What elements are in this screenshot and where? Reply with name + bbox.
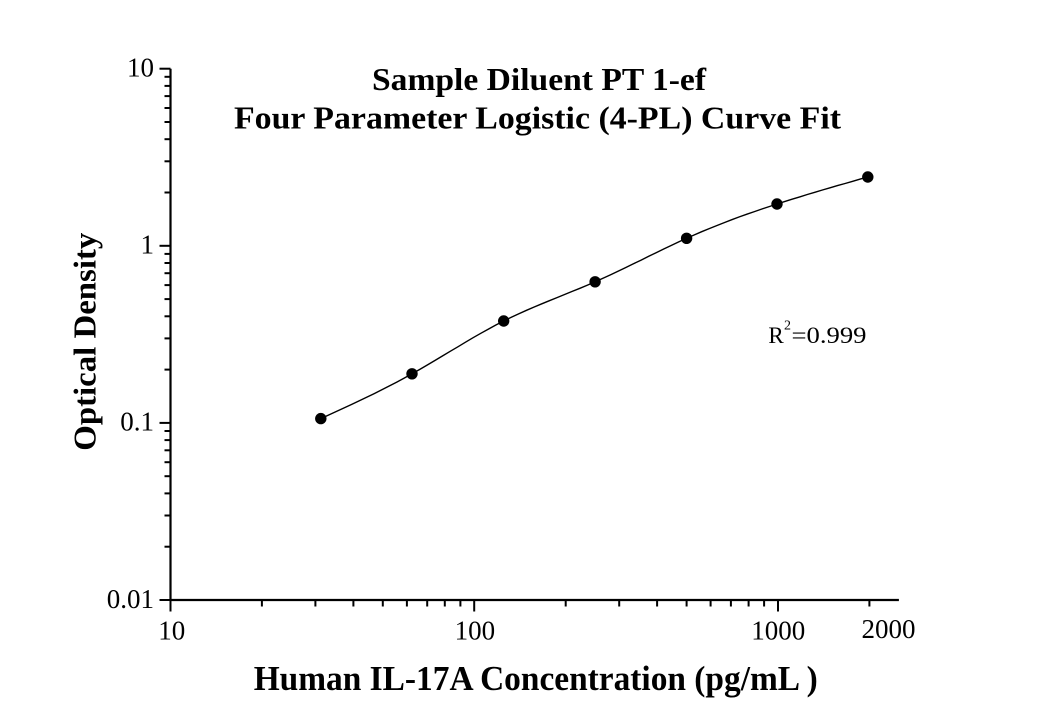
svg-text:10: 10 bbox=[158, 616, 185, 646]
svg-text:2: 2 bbox=[784, 318, 791, 333]
svg-text:Four Parameter Logistic (4-PL): Four Parameter Logistic (4-PL) Curve Fit bbox=[234, 99, 841, 135]
svg-text:Sample Diluent PT 1-ef: Sample Diluent PT 1-ef bbox=[372, 61, 706, 97]
svg-text:1: 1 bbox=[141, 230, 155, 260]
svg-text:1000: 1000 bbox=[751, 616, 805, 646]
svg-text:10: 10 bbox=[127, 53, 154, 83]
svg-text:0.1: 0.1 bbox=[120, 407, 154, 437]
svg-text:Optical Density: Optical Density bbox=[67, 233, 103, 451]
svg-text:R: R bbox=[768, 323, 784, 348]
svg-text:100: 100 bbox=[455, 616, 496, 646]
svg-text:Human IL-17A Concentration (pg: Human IL-17A Concentration (pg/mL ) bbox=[254, 659, 818, 698]
svg-text:0.01: 0.01 bbox=[107, 584, 154, 614]
svg-text:=0.999: =0.999 bbox=[792, 323, 867, 348]
svg-text:2000: 2000 bbox=[862, 614, 916, 644]
